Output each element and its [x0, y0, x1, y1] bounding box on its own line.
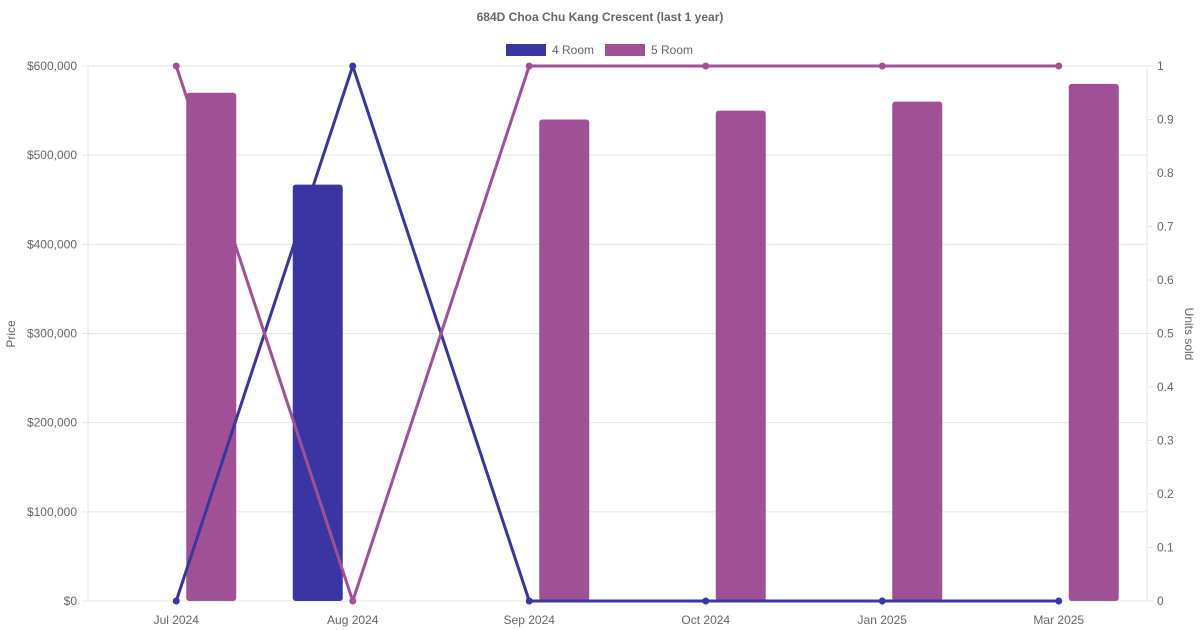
y2-tick-label: 0.5	[1157, 327, 1174, 341]
y2-tick-label: 0.4	[1157, 380, 1174, 394]
bar-4-room	[292, 184, 343, 601]
grid	[82, 65, 1148, 602]
bar-5-room	[539, 119, 590, 601]
legend-item-4-room[interactable]: 4 Room	[506, 43, 594, 57]
bar-5-room	[186, 92, 237, 601]
bar-5-room	[715, 110, 766, 601]
y2-tick-label: 0.1	[1157, 541, 1174, 555]
y2-tick-label: 0.6	[1157, 273, 1174, 287]
legend-label: 5 Room	[651, 43, 693, 57]
legend-swatch	[506, 44, 546, 56]
y2-tick-label: 0.9	[1157, 113, 1174, 127]
y2-tick-label: 0	[1157, 594, 1164, 608]
y-tick-label: $100,000	[27, 505, 77, 519]
bar-5-room	[1068, 83, 1119, 602]
point-4-room	[172, 597, 180, 605]
point-4-room	[525, 597, 533, 605]
point-5-room	[349, 597, 357, 605]
chart-title: 684D Choa Chu Kang Crescent (last 1 year…	[477, 10, 724, 24]
y-tick-label: $300,000	[27, 327, 77, 341]
legend: 4 Room 5 Room	[506, 43, 693, 57]
legend-label: 4 Room	[552, 43, 594, 57]
y-tick-label: $200,000	[27, 416, 77, 430]
point-5-room	[878, 62, 886, 70]
x-tick-label: Jul 2024	[154, 613, 200, 627]
bar-5-room	[892, 101, 943, 602]
y-axis-title: Price	[4, 320, 18, 348]
y2-axis-ticks: 0 0.1 0.2 0.3 0.4 0.5 0.6 0.7 0.8 0.9 1	[1147, 59, 1174, 608]
y2-tick-label: 0.2	[1157, 487, 1174, 501]
point-4-room	[1055, 597, 1063, 605]
x-tick-label: Jan 2025	[858, 613, 908, 627]
points	[172, 62, 1063, 605]
x-axis-ticks: Jul 2024 Aug 2024 Sep 2024 Oct 2024 Jan 2025…	[154, 601, 1084, 627]
point-5-room	[1055, 62, 1063, 70]
y-tick-label: $400,000	[27, 237, 77, 251]
lines	[174, 64, 1059, 603]
line-5-room	[174, 64, 1059, 603]
point-4-room	[349, 62, 357, 70]
y2-tick-label: 1	[1157, 59, 1164, 73]
bars	[186, 83, 1119, 602]
y-tick-label: $500,000	[27, 148, 77, 162]
y2-tick-label: 0.7	[1157, 220, 1174, 234]
point-5-room	[525, 62, 533, 70]
point-5-room	[702, 62, 710, 70]
x-tick-label: Oct 2024	[681, 613, 730, 627]
x-tick-label: Sep 2024	[504, 613, 556, 627]
point-4-room	[878, 597, 886, 605]
point-5-room	[172, 62, 180, 70]
legend-item-5-room[interactable]: 5 Room	[605, 43, 693, 57]
x-tick-label: Aug 2024	[327, 613, 379, 627]
y2-tick-label: 0.8	[1157, 166, 1174, 180]
legend-swatch	[605, 44, 645, 56]
x-tick-label: Mar 2025	[1033, 613, 1084, 627]
y2-axis-title: Units sold	[1182, 308, 1196, 361]
y2-tick-label: 0.3	[1157, 434, 1174, 448]
y-tick-label: $0	[64, 594, 78, 608]
line-4-room	[174, 64, 1059, 603]
y-tick-label: $600,000	[27, 59, 77, 73]
point-4-room	[702, 597, 710, 605]
y-axis-ticks: $0 $100,000 $200,000 $300,000 $400,000 $500,0…	[27, 59, 77, 608]
